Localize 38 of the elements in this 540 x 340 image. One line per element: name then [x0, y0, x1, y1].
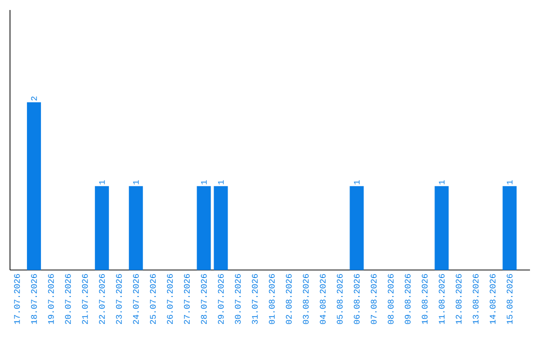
x-tick-label: 19.07.2026	[48, 274, 54, 324]
data-label: 1	[133, 180, 139, 184]
data-label: 1	[506, 180, 512, 184]
x-tick-label: 22.07.2026	[99, 274, 105, 324]
x-tick-label: 06.08.2026	[354, 274, 360, 324]
x-tick-label: 26.07.2026	[166, 274, 173, 324]
x-tick-label: 13.08.2026	[472, 274, 479, 324]
x-tick-label: 24.07.2026	[132, 274, 139, 324]
x-tick-label: 07.08.2026	[370, 274, 377, 324]
x-tick-label: 12.08.2026	[456, 274, 462, 324]
x-tick-label: 29.07.2026	[218, 274, 224, 324]
x-tick-label: 10.08.2026	[422, 274, 428, 324]
x-tick-label: 11.08.2026	[438, 274, 445, 324]
data-label: 1	[99, 180, 105, 184]
x-tick-label: 03.08.2026	[302, 274, 309, 324]
x-tick-label: 31.07.2026	[252, 274, 258, 324]
x-tick-label: 23.07.2026	[116, 274, 122, 324]
x-tick-label: 15.08.2026	[506, 274, 512, 324]
x-tick-label: 25.07.2026	[150, 274, 156, 324]
x-tick-label: 05.08.2026	[336, 274, 343, 324]
x-tick-label: 27.07.2026	[184, 274, 190, 324]
x-tick-label: 18.07.2026	[31, 274, 37, 324]
x-tick-label: 28.07.2026	[200, 274, 207, 324]
x-tick-label: 20.07.2026	[65, 274, 71, 324]
x-tick-label: 17.07.2026	[14, 274, 20, 324]
x-tick-label: 30.07.2026	[234, 274, 241, 324]
x-tick-label: 02.08.2026	[286, 274, 292, 324]
data-label: 1	[438, 180, 444, 184]
x-tick-label: 08.08.2026	[388, 274, 394, 324]
x-tick-label: 04.08.2026	[320, 274, 326, 324]
x-tick-label: 14.08.2026	[490, 274, 496, 324]
x-tick-label: 01.08.2026	[268, 274, 275, 324]
data-label: 1	[218, 180, 224, 184]
x-tick-label: 21.07.2026	[82, 274, 88, 324]
data-label: 1	[201, 180, 207, 184]
data-label: 1	[354, 180, 360, 184]
data-label: 2	[31, 96, 37, 100]
x-tick-label: 09.08.2026	[404, 274, 411, 324]
